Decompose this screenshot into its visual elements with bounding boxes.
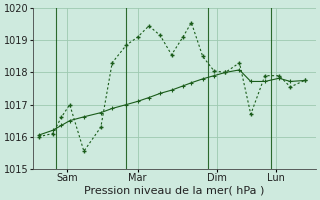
- X-axis label: Pression niveau de la mer( hPa ): Pression niveau de la mer( hPa ): [84, 186, 265, 196]
